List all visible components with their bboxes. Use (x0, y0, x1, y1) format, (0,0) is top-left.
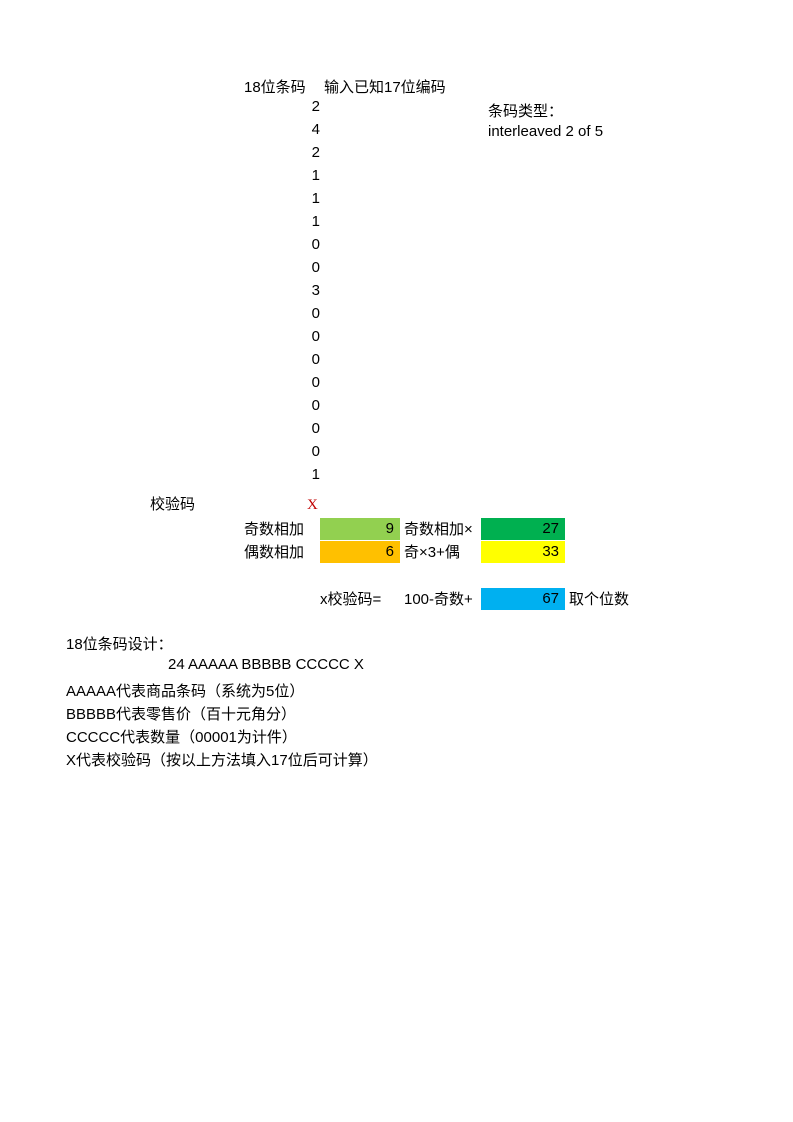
xcheck-label: x校验码= (320, 588, 381, 609)
barcode-type-label: 条码类型： (488, 100, 563, 121)
digit-9: 3 (300, 282, 320, 299)
design-line-b: BBBBB代表零售价（百十元角分） (66, 703, 296, 724)
odd3-plus-even-label: 奇×3+偶 (404, 541, 481, 562)
design-line-x: X代表校验码（按以上方法填入17位后可计算） (66, 749, 378, 770)
digit-15: 0 (300, 420, 320, 437)
digit-14: 0 (300, 397, 320, 414)
odd-sum-label: 奇数相加 (244, 518, 304, 539)
digit-12: 0 (300, 351, 320, 368)
digit-17: 1 (300, 466, 320, 483)
digit-5: 1 (300, 190, 320, 207)
digit-7: 0 (300, 236, 320, 253)
even-sum-value: 6 (320, 541, 400, 563)
digit-2: 4 (300, 121, 320, 138)
digit-8: 0 (300, 259, 320, 276)
xcheck-note: 取个位数 (569, 588, 629, 609)
digit-6: 1 (300, 213, 320, 230)
digit-1: 2 (300, 98, 320, 115)
xcheck-value: 67 (481, 588, 565, 610)
odd-times3-label: 奇数相加× (404, 518, 473, 539)
check-x: X (307, 497, 318, 514)
digit-3: 2 (300, 144, 320, 161)
design-title: 18位条码设计： (66, 633, 173, 654)
even-sum-label: 偶数相加 (244, 541, 304, 562)
barcode-type-value: interleaved 2 of 5 (488, 123, 603, 140)
digit-16: 0 (300, 443, 320, 460)
digit-13: 0 (300, 374, 320, 391)
odd3-plus-even-value: 33 (481, 541, 565, 563)
odd-times3-value: 27 (481, 518, 565, 540)
digit-10: 0 (300, 305, 320, 322)
odd-sum-value: 9 (320, 518, 400, 540)
design-line-a: AAAAA代表商品条码（系统为5位） (66, 680, 304, 701)
design-format: 24 AAAAA BBBBB CCCCC X (168, 656, 364, 673)
check-label: 校验码 (150, 493, 195, 514)
title-left: 18位条码 (244, 76, 306, 97)
title-right: 输入已知17位编码 (324, 76, 446, 97)
digit-11: 0 (300, 328, 320, 345)
design-line-c: CCCCC代表数量（00001为计件） (66, 726, 297, 747)
digit-4: 1 (300, 167, 320, 184)
xcheck-formula: 100-奇数+ (404, 588, 473, 609)
